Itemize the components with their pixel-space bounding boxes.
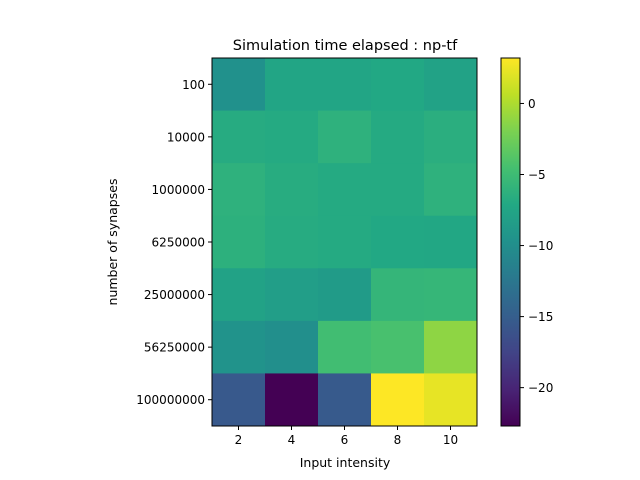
x-axis-label: Input intensity [300, 455, 391, 470]
heatmap-cells [212, 58, 478, 427]
colorbar-tick-label: −15 [528, 310, 553, 324]
heatmap-cell [318, 215, 372, 269]
colorbar-tick-label: −20 [528, 381, 553, 395]
colorbar-tick-label: −10 [528, 239, 553, 253]
heatmap-cell [371, 320, 425, 374]
heatmap-cell [265, 373, 319, 427]
heatmap-cell [424, 320, 478, 374]
heatmap-cell [318, 373, 372, 427]
chart-title: Simulation time elapsed : np-tf [233, 38, 458, 54]
y-tick-label: 25000000 [144, 288, 205, 302]
heatmap-cell [318, 268, 372, 322]
y-tick-label: 100000000 [136, 393, 205, 407]
heatmap-cell [424, 58, 478, 112]
heatmap-cell [371, 215, 425, 269]
heatmap-cell [424, 268, 478, 322]
colorbar-tick-label: 0 [528, 97, 536, 111]
heatmap-cell [265, 163, 319, 217]
heatmap-cell [265, 110, 319, 164]
y-tick-label: 10000 [167, 130, 205, 144]
heatmap-cell [424, 373, 478, 427]
colorbar-ticks: 0 −5 −10 −15 −20 [520, 97, 553, 395]
y-tick-label: 100 [182, 78, 205, 92]
heatmap-cell [212, 373, 266, 427]
heatmap-cell [212, 268, 266, 322]
x-axis-ticks: 2 4 6 8 10 [235, 426, 458, 447]
y-axis-ticks: 100 10000 1000000 6250000 25000000 56250000 10… [136, 78, 212, 407]
heatmap-cell [212, 320, 266, 374]
heatmap-cell [265, 320, 319, 374]
heatmap-cell [424, 110, 478, 164]
y-tick-label: 56250000 [144, 341, 205, 355]
heatmap-cell [318, 320, 372, 374]
heatmap-cell [318, 163, 372, 217]
x-tick-label: 2 [235, 433, 243, 447]
heatmap-cell [265, 58, 319, 112]
heatmap-cell [371, 163, 425, 217]
colorbar [500, 57, 521, 427]
heatmap-cell [371, 373, 425, 427]
x-tick-label: 6 [341, 433, 349, 447]
heatmap-cell [371, 268, 425, 322]
heatmap-cell [265, 268, 319, 322]
y-axis-label: number of synapses [105, 179, 120, 306]
heatmap-cell [212, 215, 266, 269]
y-tick-label: 1000000 [152, 183, 205, 197]
heatmap-cell [212, 58, 266, 112]
x-tick-label: 4 [288, 433, 296, 447]
heatmap-cell [212, 163, 266, 217]
heatmap-cell [424, 163, 478, 217]
y-tick-label: 6250000 [152, 236, 205, 250]
heatmap-cell [212, 110, 266, 164]
heatmap-cell [371, 110, 425, 164]
x-tick-label: 8 [394, 433, 402, 447]
heatmap-cell [371, 58, 425, 112]
heatmap-cell [318, 110, 372, 164]
x-tick-label: 10 [443, 433, 458, 447]
heatmap-cell [424, 215, 478, 269]
heatmap-cell [265, 215, 319, 269]
heatmap-cell [318, 58, 372, 112]
colorbar-tick-label: −5 [528, 168, 546, 182]
